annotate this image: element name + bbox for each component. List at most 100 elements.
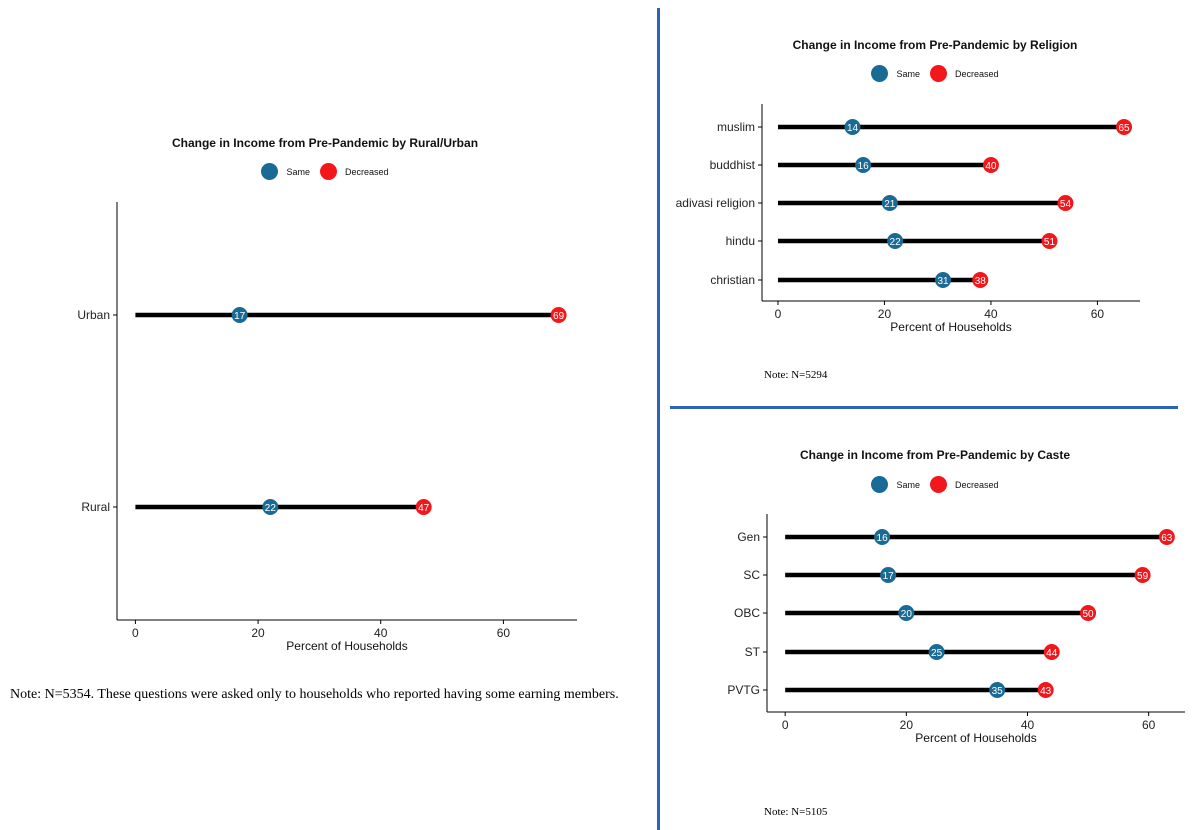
legend-item-same: Same (871, 65, 920, 82)
same-data-label: 17 (234, 311, 246, 322)
chart-title: Change in Income from Pre-Pandemic by Ru… (171, 136, 479, 150)
chart-title: Change in Income from Pre-Pandemic by Ca… (799, 448, 1071, 462)
same-point (898, 605, 915, 621)
legend-swatch-same (871, 65, 889, 82)
same-data-label: 14 (847, 123, 859, 134)
horizontal-divider (670, 406, 1178, 409)
same-data-label: 20 (901, 609, 913, 620)
rural-urban-panel: Change in Income from Pre-Pandemic by Ru… (0, 0, 650, 720)
same-point (928, 644, 945, 660)
same-point (881, 195, 898, 211)
chart-note: Note: N=5105 (764, 806, 828, 818)
decreased-data-label: 54 (1060, 199, 1072, 210)
legend-item-decreased: Decreased (929, 476, 999, 493)
decreased-data-label: 47 (418, 503, 430, 514)
decreased-data-label: 43 (1040, 686, 1052, 697)
decreased-point (982, 157, 999, 173)
legend-label-same: Same (286, 166, 310, 177)
caste-panel: Change in Income from Pre-Pandemic by Ca… (670, 412, 1200, 830)
legend-item-same: Same (261, 163, 310, 180)
y-tick-label: muslim (717, 120, 755, 134)
x-tick-label: 60 (497, 626, 511, 640)
x-tick-label: 20 (900, 718, 914, 732)
x-axis-title: Percent of Households (890, 320, 1011, 334)
chart-legend: Same Decreased (670, 476, 1200, 493)
decreased-point (1158, 529, 1175, 545)
decreased-data-label: 69 (553, 311, 565, 322)
same-data-label: 22 (265, 503, 277, 514)
x-tick-label: 40 (1021, 718, 1035, 732)
y-tick-label: hindu (726, 234, 755, 248)
legend-label-decreased: Decreased (954, 68, 999, 79)
decreased-data-label: 44 (1046, 648, 1058, 659)
legend-label-same: Same (896, 68, 920, 79)
same-point (887, 233, 904, 249)
x-axis-title: Percent of Households (915, 731, 1036, 745)
same-point (935, 272, 952, 288)
same-data-label: 16 (858, 161, 870, 172)
y-tick-label: christian (710, 273, 755, 287)
legend-swatch-decreased (929, 476, 947, 493)
decreased-data-label: 63 (1161, 533, 1173, 544)
decreased-point (1041, 233, 1058, 249)
same-point (231, 307, 248, 323)
y-tick-label: Urban (77, 308, 110, 322)
legend-item-same: Same (871, 476, 920, 493)
legend-label-same: Same (896, 479, 920, 490)
legend-label-decreased: Decreased (344, 166, 389, 177)
y-tick-label: OBC (734, 606, 760, 620)
same-data-label: 25 (931, 648, 943, 659)
legend-item-decreased: Decreased (929, 65, 999, 82)
same-point (262, 499, 279, 515)
chart-legend: Same Decreased (670, 65, 1200, 82)
y-tick-label: SC (743, 568, 760, 582)
chart-title: Change in Income from Pre-Pandemic by Re… (792, 38, 1078, 52)
decreased-data-label: 40 (985, 161, 997, 172)
same-point (880, 567, 897, 583)
decreased-data-label: 51 (1044, 237, 1056, 248)
chart-note: Note: N=5294 (764, 369, 828, 381)
religion-dumbbell-chart: 0 20 40 60 Percent of Households muslim 65 14 bu… (676, 104, 1140, 334)
decreased-point (972, 272, 989, 288)
same-data-label: 31 (937, 276, 949, 287)
decreased-point (1043, 644, 1060, 660)
decreased-point (1116, 119, 1133, 135)
decreased-point (1057, 195, 1074, 211)
decreased-point (1134, 567, 1151, 583)
decreased-point (415, 499, 432, 515)
same-data-label: 22 (890, 237, 902, 248)
y-tick-label: ST (745, 645, 761, 659)
x-tick-label: 60 (1142, 718, 1156, 732)
x-tick-label: 0 (132, 626, 139, 640)
x-tick-label: 0 (782, 718, 789, 732)
y-tick-label: Rural (81, 500, 110, 514)
x-axis-title: Percent of Households (286, 639, 407, 653)
rural-urban-dumbbell-chart: 0 20 40 60 Percent of Households Urban 69 17 Rur… (77, 202, 577, 653)
same-point (989, 682, 1006, 698)
vertical-divider (657, 8, 660, 830)
y-tick-label: buddhist (710, 158, 756, 172)
decreased-data-label: 38 (975, 276, 987, 287)
same-data-label: 17 (883, 571, 895, 582)
decreased-data-label: 59 (1137, 571, 1149, 582)
x-tick-label: 0 (775, 307, 782, 321)
same-data-label: 16 (877, 533, 889, 544)
x-tick-label: 40 (374, 626, 388, 640)
chart-note: Note: N=5354. These questions were asked… (10, 687, 619, 702)
same-data-label: 21 (884, 199, 896, 210)
same-data-label: 35 (992, 686, 1004, 697)
legend-swatch-same (261, 163, 279, 180)
y-tick-label: Gen (737, 530, 760, 544)
legend-swatch-same (871, 476, 889, 493)
decreased-data-label: 50 (1083, 609, 1095, 620)
religion-panel: Change in Income from Pre-Pandemic by Re… (670, 0, 1200, 400)
same-point (874, 529, 891, 545)
x-tick-label: 40 (984, 307, 998, 321)
y-tick-label: adivasi religion (676, 196, 755, 210)
same-point (855, 157, 872, 173)
chart-legend: Same Decreased (0, 163, 650, 180)
decreased-point (550, 307, 567, 323)
legend-swatch-decreased (929, 65, 947, 82)
decreased-point (1037, 682, 1054, 698)
legend-label-decreased: Decreased (954, 479, 999, 490)
